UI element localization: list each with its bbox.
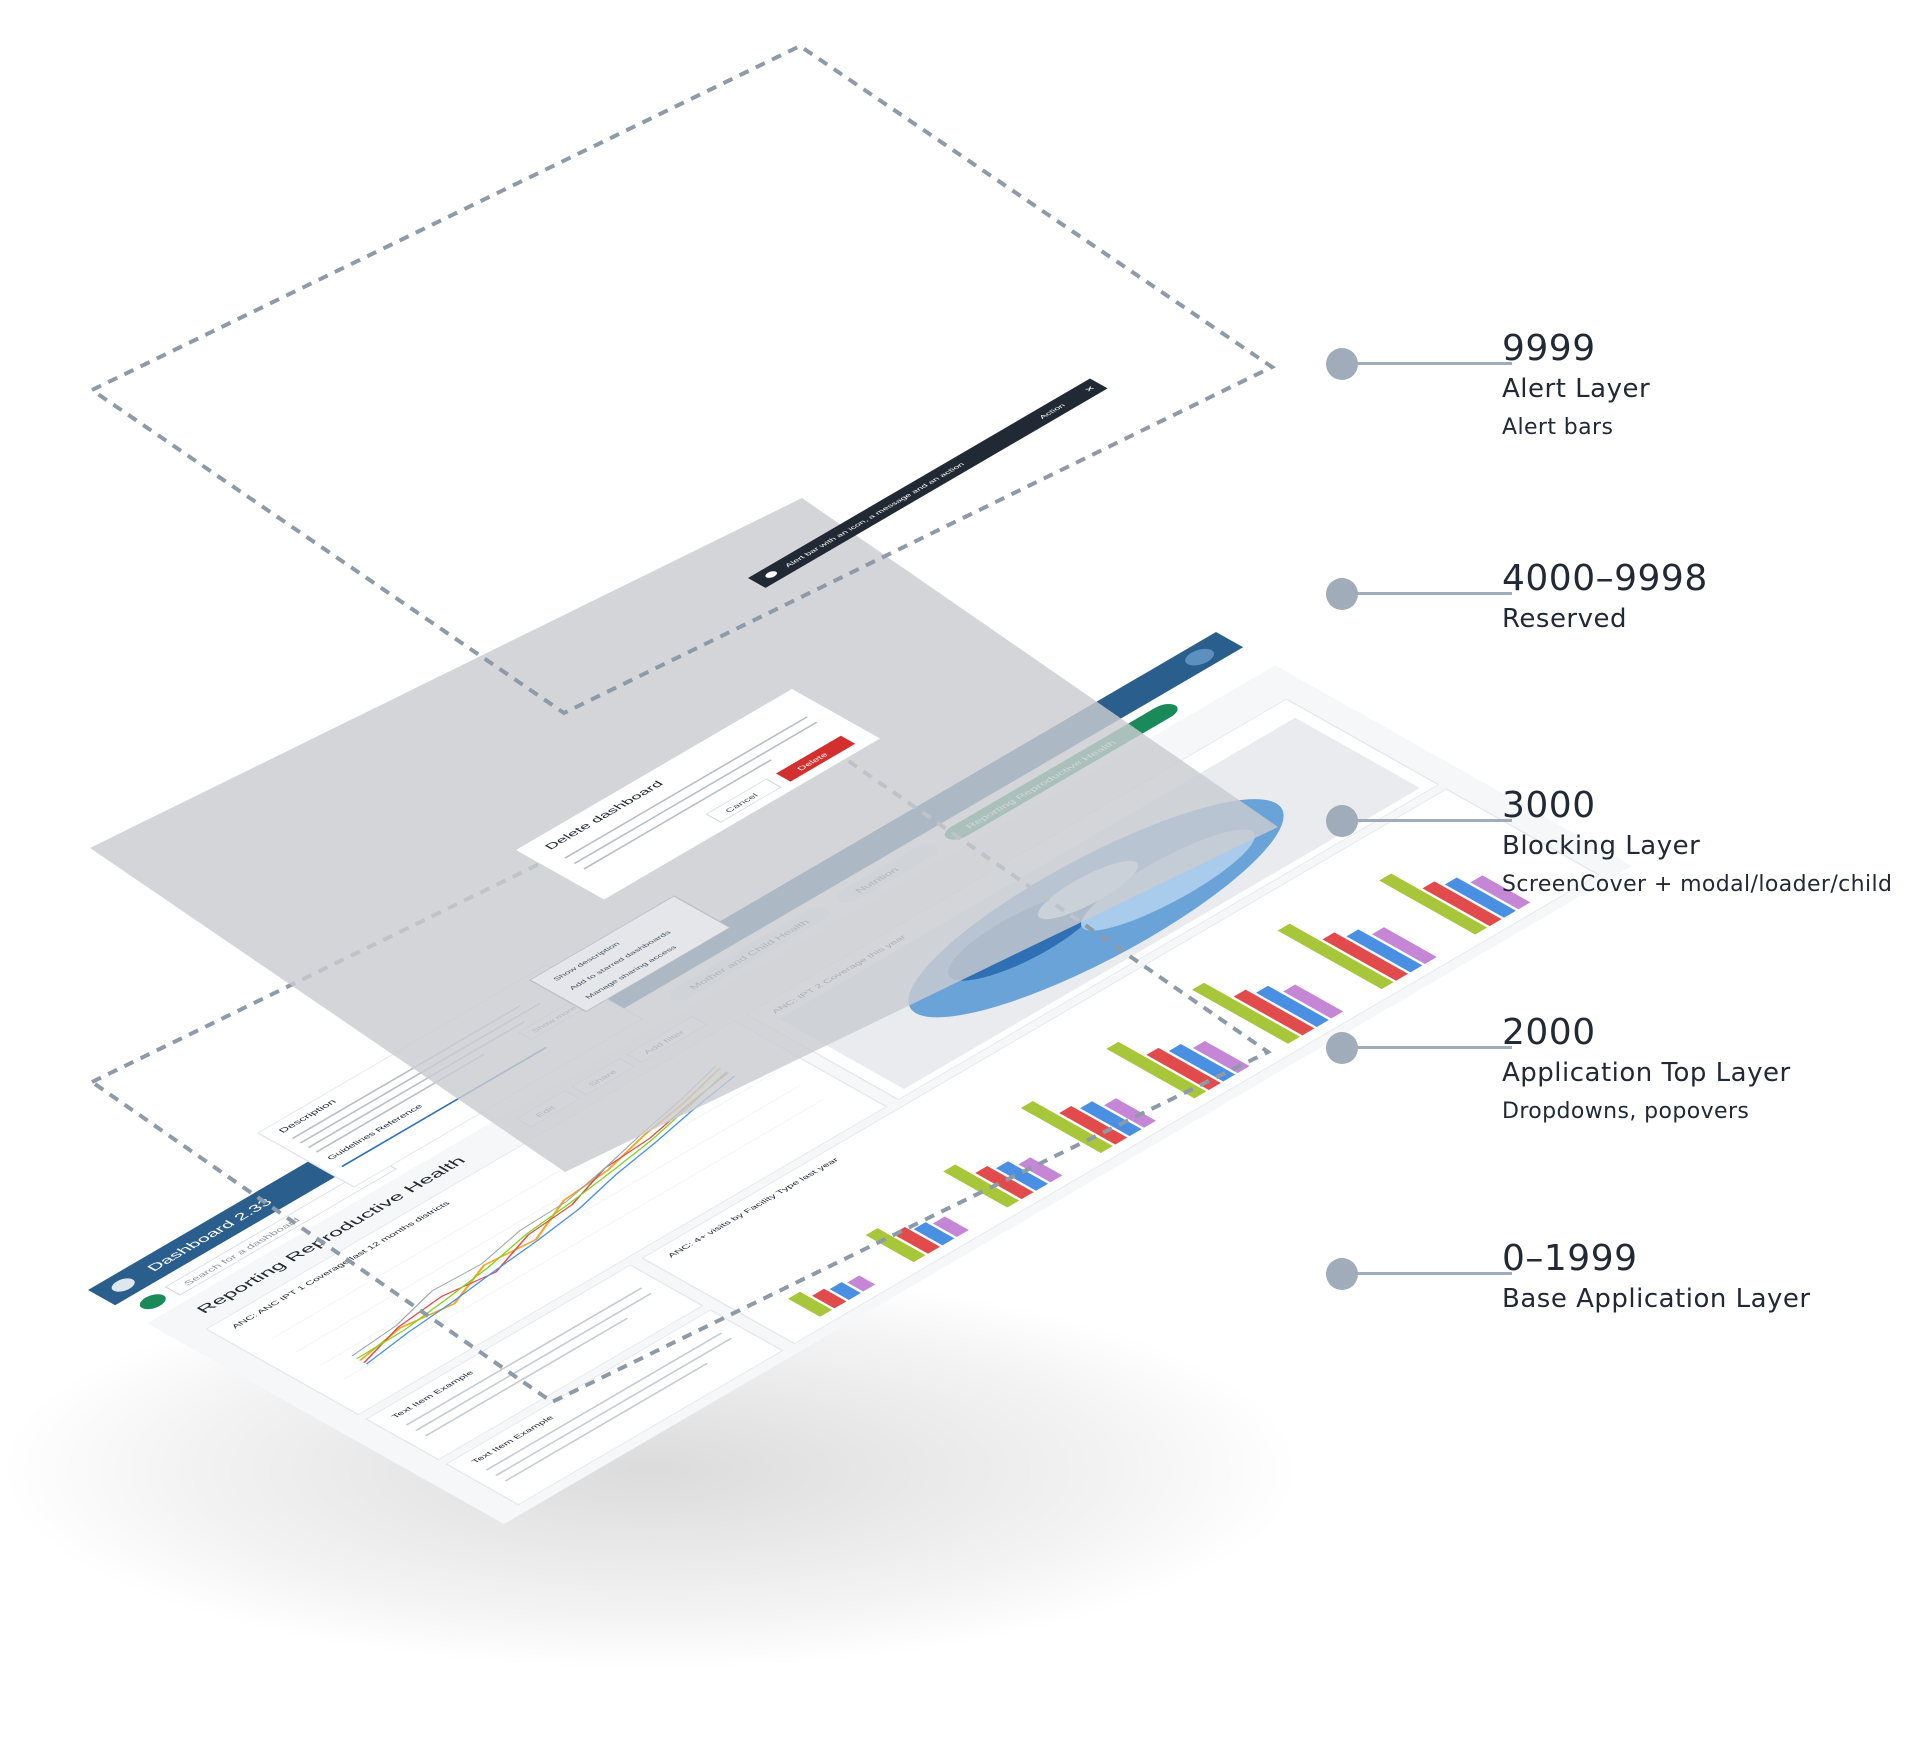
bar [1104,1098,1157,1128]
bar [943,1164,1020,1208]
bar [788,1291,833,1317]
close-icon[interactable]: ✕ [1083,385,1099,394]
bar [996,1161,1049,1191]
layer-name: Reserved [1502,604,1628,634]
bar [1018,1157,1063,1183]
layer-name: Application Top Layer [1502,1058,1791,1088]
bar [1283,984,1344,1019]
modal-surface [516,689,881,900]
bar [975,1166,1034,1200]
layer-description: ScreenCover + modal/loader/child [1502,872,1893,897]
alert-bar-surface [748,378,1108,588]
bar [1322,932,1409,981]
bar [1422,881,1502,927]
bar [1256,985,1329,1027]
bar [812,1288,847,1309]
bar [1192,982,1301,1044]
alert-bar: Alert bar with an icon, a message and an… [748,378,1108,588]
bar [1059,1106,1128,1145]
modal-delete-button[interactable] [776,735,856,782]
bar [847,1275,876,1292]
alert-layer-outline [88,43,1276,716]
text-item-lines [405,1287,653,1437]
bar [913,1222,955,1246]
layer-z-index: 2000 [1502,1012,1596,1053]
bar [865,1228,926,1263]
bar [1470,875,1531,910]
text-item-lines [485,1332,733,1482]
bar [1379,873,1488,935]
modal-body-lines [564,716,818,870]
legend-connector [1352,362,1512,365]
legend-text: 4000–9998 Reserved [1502,558,1708,638]
alert-icon [765,571,777,578]
line-chart-card [205,1020,888,1416]
layer-z-index: 9999 [1502,328,1596,369]
bar [1192,1040,1250,1074]
bar-chart-card [641,788,1600,1345]
avatar[interactable] [1180,646,1220,669]
layer-name: Alert Layer [1502,374,1651,404]
layer-name: Blocking Layer [1502,831,1701,861]
bar [1444,877,1517,918]
legend-text: 9999 Alert Layer Alert bars [1502,328,1650,448]
bar [1277,923,1394,990]
bar [1168,1043,1236,1082]
layer-description: Dropdowns, popovers [1502,1099,1750,1124]
dropdown-surface [528,895,732,1013]
bar [829,1282,861,1300]
bar [1233,989,1315,1036]
bar [1146,1047,1221,1090]
layer-z-index: 4000–9998 [1502,558,1708,599]
bar [932,1216,969,1237]
layer-description: Alert bars [1502,415,1614,440]
layer-name: Base Application Layer [1502,1284,1811,1314]
add-dashboard-icon[interactable] [135,1291,171,1312]
bar [1106,1041,1207,1099]
app-logo-icon [111,1278,135,1292]
bar [892,1226,941,1254]
legend-text: 3000 Blocking Layer ScreenCover + modal/… [1502,785,1892,905]
modal-cancel-button[interactable] [705,778,782,823]
bar [1080,1101,1142,1137]
bar-chart-bars [788,873,1531,1317]
legend-connector [1352,819,1512,822]
legend-connector [1352,1272,1512,1275]
layer-z-index: 3000 [1502,785,1596,826]
bar [1346,929,1423,973]
layer-z-index: 0–1999 [1502,1238,1638,1279]
legend-connector [1352,592,1512,595]
bar [1372,927,1437,964]
legend-text: 0–1999 Base Application Layer [1502,1238,1811,1318]
legend-text: 2000 Application Top Layer Dropdowns, po… [1502,1012,1791,1132]
legend-connector [1352,1046,1512,1049]
line-series-blue [365,1075,736,1365]
dropdown-menu: Show description Add to starred dashboar… [528,895,732,1013]
